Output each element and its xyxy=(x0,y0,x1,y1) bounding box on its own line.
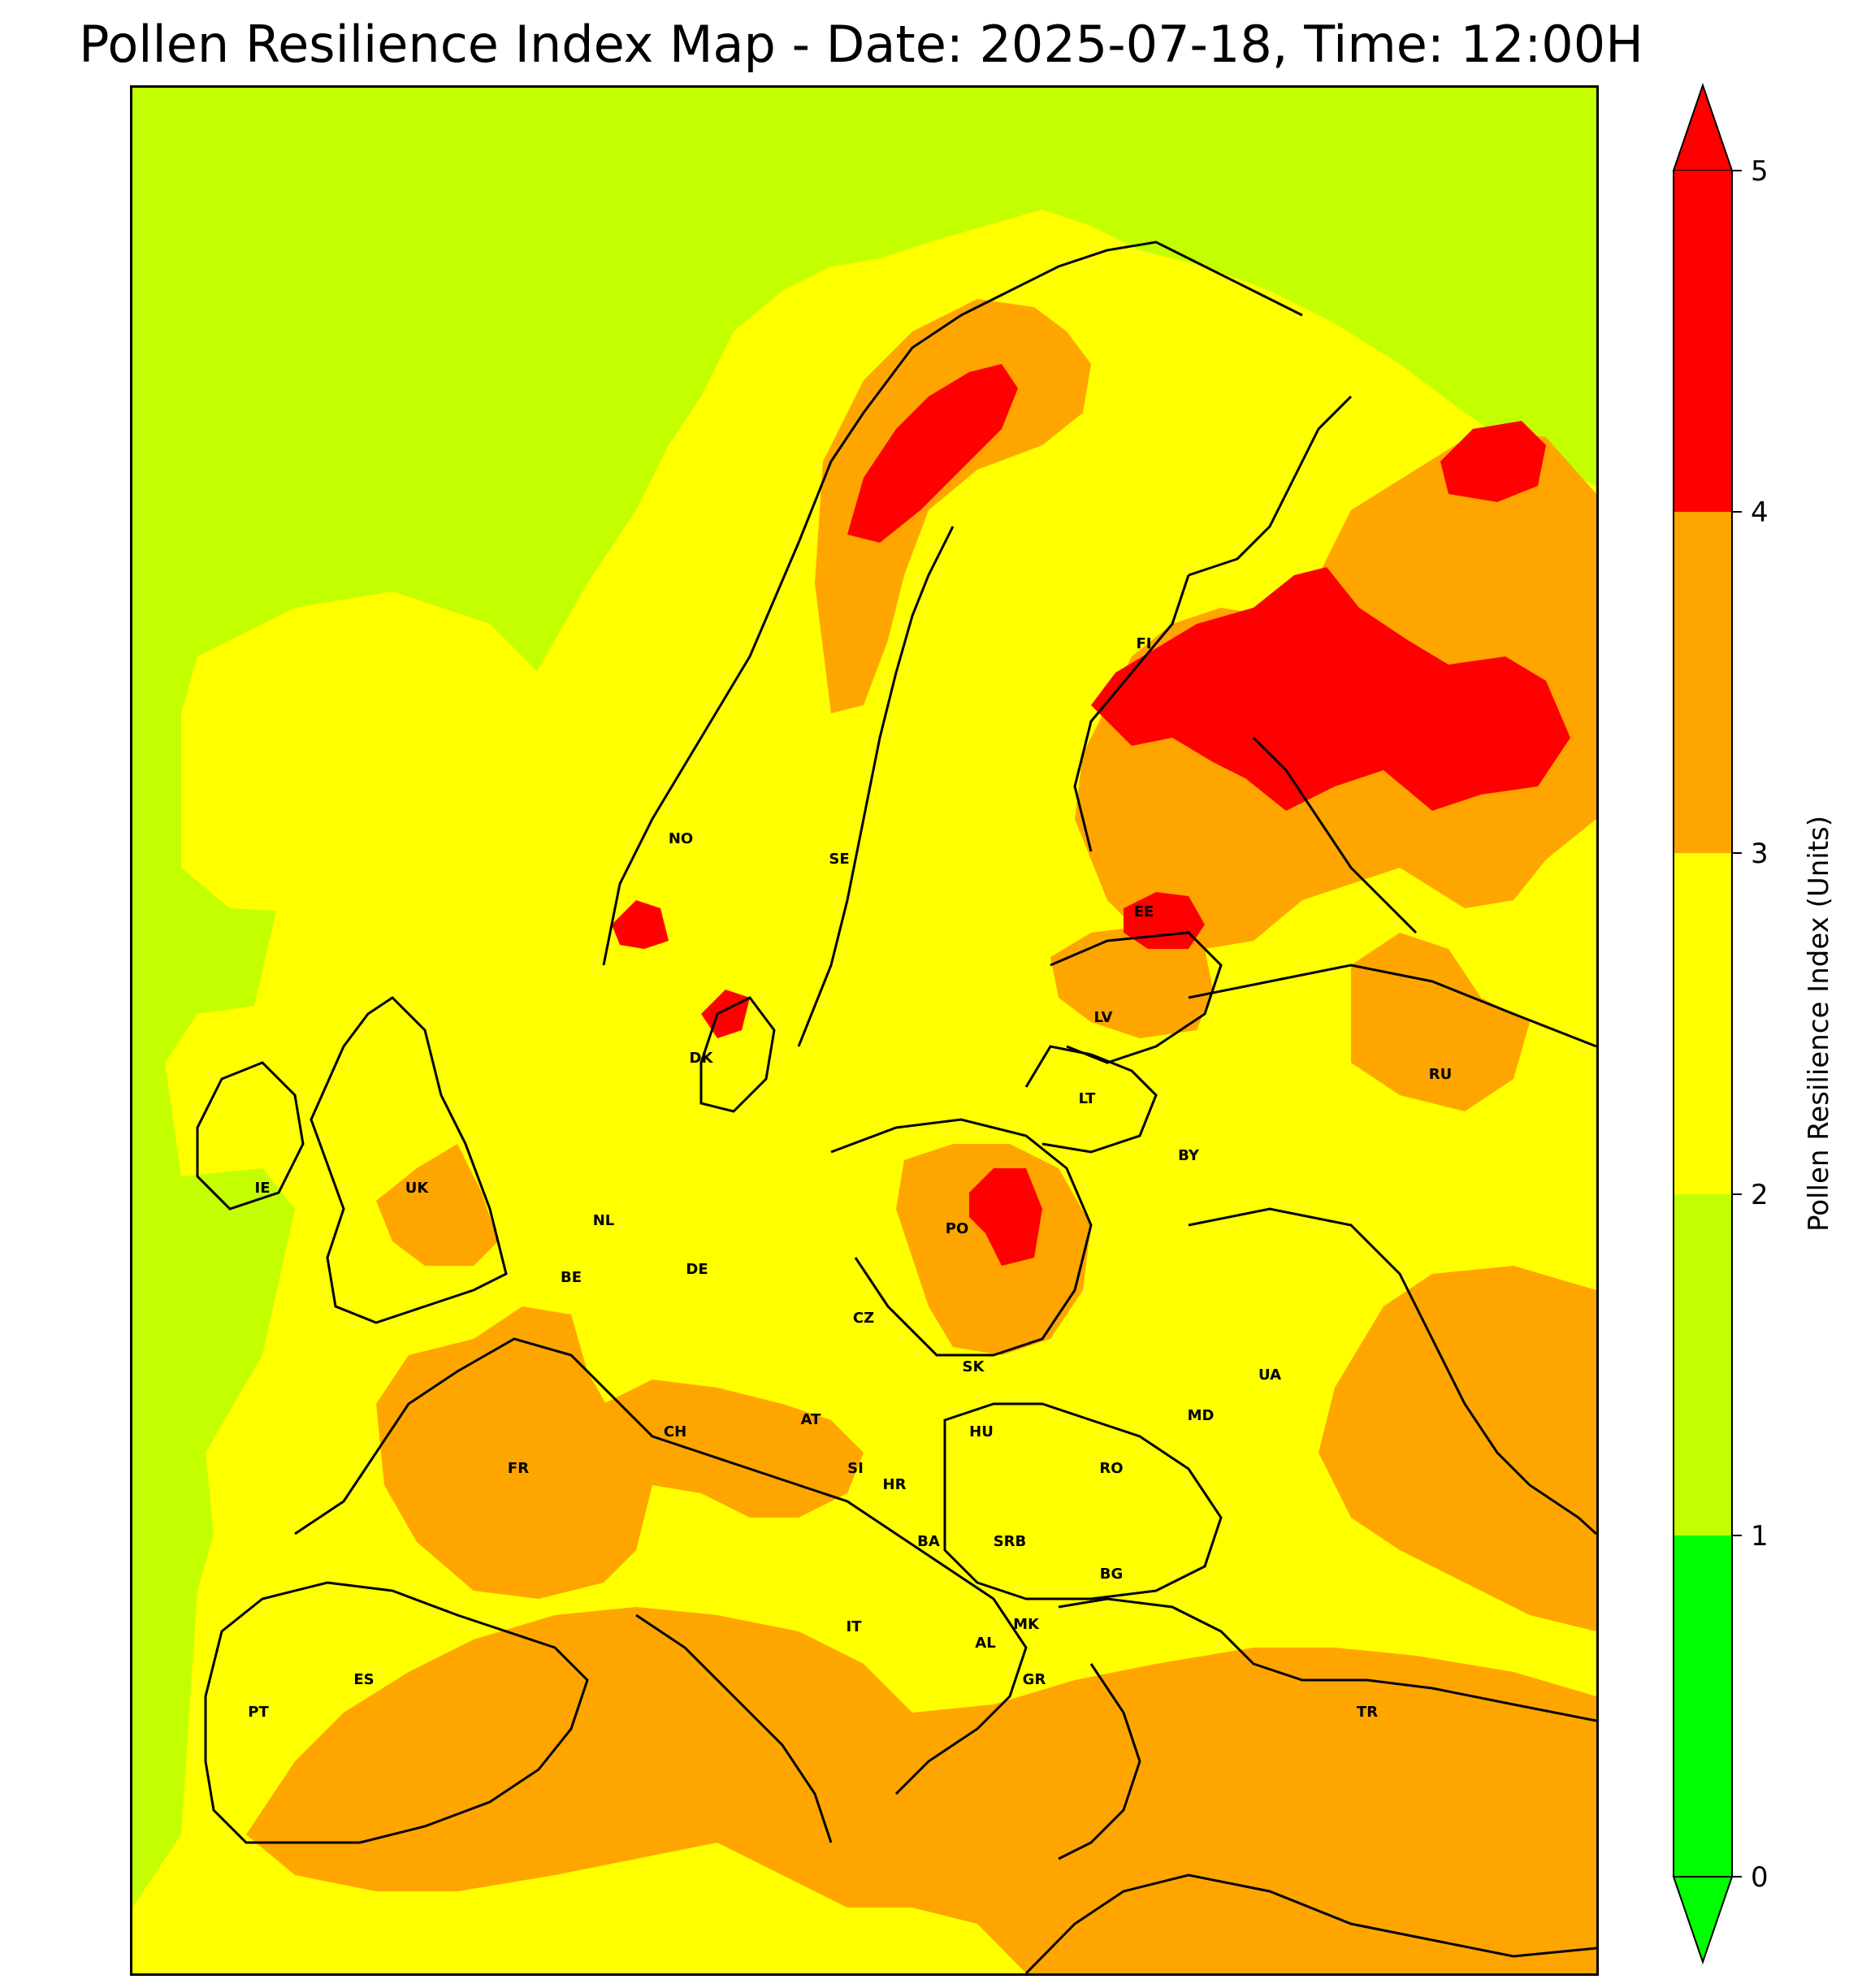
country-label-LV: LV xyxy=(1094,1009,1113,1026)
country-label-CZ: CZ xyxy=(853,1310,874,1327)
country-label-MK: MK xyxy=(1013,1616,1040,1633)
country-label-DE: DE xyxy=(686,1261,708,1278)
zone-orange-mediterranean xyxy=(246,1607,1596,1973)
country-label-BE: BE xyxy=(561,1269,582,1286)
colorbar-bin-4-5 xyxy=(1674,171,1732,512)
colorbar-extend-min xyxy=(1672,1876,1734,1965)
zone-red-norway-south xyxy=(612,900,669,949)
country-label-AL: AL xyxy=(975,1635,995,1652)
country-label-IT: IT xyxy=(847,1618,863,1635)
country-label-NL: NL xyxy=(593,1212,615,1229)
country-label-IE: IE xyxy=(255,1180,271,1197)
zone-red-finland xyxy=(1091,567,1570,811)
country-label-TR: TR xyxy=(1357,1704,1378,1721)
country-label-GR: GR xyxy=(1023,1671,1046,1688)
country-label-SI: SI xyxy=(847,1460,864,1477)
country-label-PT: PT xyxy=(248,1704,269,1721)
country-label-NO: NO xyxy=(669,830,693,847)
country-label-CH: CH xyxy=(664,1423,686,1440)
country-label-SE: SE xyxy=(829,851,849,868)
map-area[interactable]: NO SE FI EE LV LT RU BY DK IE UK NL BE D… xyxy=(130,85,1599,1976)
colorbar-bin-2-3 xyxy=(1674,853,1732,1194)
country-label-ES: ES xyxy=(353,1671,374,1688)
country-label-FR: FR xyxy=(508,1460,529,1477)
colorbar-bin-0-1 xyxy=(1674,1535,1732,1877)
country-label-RO: RO xyxy=(1099,1460,1123,1477)
colorbar-tick-4: 4 xyxy=(1751,496,1769,529)
country-label-AT: AT xyxy=(801,1411,822,1428)
country-label-BY: BY xyxy=(1178,1147,1200,1164)
zone-red-estonia xyxy=(1124,892,1205,949)
zone-yellow-west-sea xyxy=(181,591,555,916)
country-label-MD: MD xyxy=(1188,1407,1215,1424)
colorbar-tick-marks xyxy=(1732,170,1742,1878)
zone-orange-scandinavia xyxy=(815,299,1091,713)
country-label-SK: SK xyxy=(963,1358,985,1375)
country-label-LT: LT xyxy=(1079,1090,1096,1107)
colorbar-tick-0: 0 xyxy=(1751,1861,1769,1894)
zone-orange-russia xyxy=(1351,933,1530,1111)
zone-red-poland xyxy=(969,1168,1042,1266)
zone-orange-uk xyxy=(376,1144,498,1266)
country-label-RU: RU xyxy=(1429,1066,1452,1083)
country-label-UK: UK xyxy=(405,1180,430,1197)
colorbar-extend-max xyxy=(1672,82,1734,171)
colorbar-tick-1: 1 xyxy=(1751,1520,1769,1553)
colorbar-tick-3: 3 xyxy=(1751,838,1769,870)
map-title: Pollen Resilience Index Map - Date: 2025… xyxy=(79,15,1643,74)
pollen-map-svg: NO SE FI EE LV LT RU BY DK IE UK NL BE D… xyxy=(132,88,1596,1973)
country-label-HR: HR xyxy=(883,1476,907,1493)
country-label-PO: PO xyxy=(946,1220,969,1237)
country-label-SRB: SRB xyxy=(994,1533,1027,1550)
zone-orange-alps xyxy=(604,1379,864,1518)
zone-orange-baltic xyxy=(1050,925,1213,1038)
coastlines xyxy=(196,240,1596,1973)
colorbar-tick-2: 2 xyxy=(1751,1179,1769,1211)
country-label-DK: DK xyxy=(690,1050,714,1067)
zone-orange-ukraine xyxy=(1319,1266,1596,1631)
country-label-EE: EE xyxy=(1134,903,1154,920)
country-label-BA: BA xyxy=(917,1533,940,1550)
country-label-UA: UA xyxy=(1258,1366,1281,1384)
zone-red-norway xyxy=(847,364,1018,543)
colorbar-tick-5: 5 xyxy=(1751,155,1769,188)
colorbar-bin-3-4 xyxy=(1674,512,1732,853)
country-label-FI: FI xyxy=(1137,635,1152,652)
country-label-HU: HU xyxy=(969,1423,994,1440)
colorbar-label: Pollen Resilience Index (Units) xyxy=(1803,816,1835,1232)
country-label-BG: BG xyxy=(1100,1566,1124,1583)
zone-red-kola xyxy=(1440,421,1546,502)
colorbar-bin-1-2 xyxy=(1674,1194,1732,1535)
